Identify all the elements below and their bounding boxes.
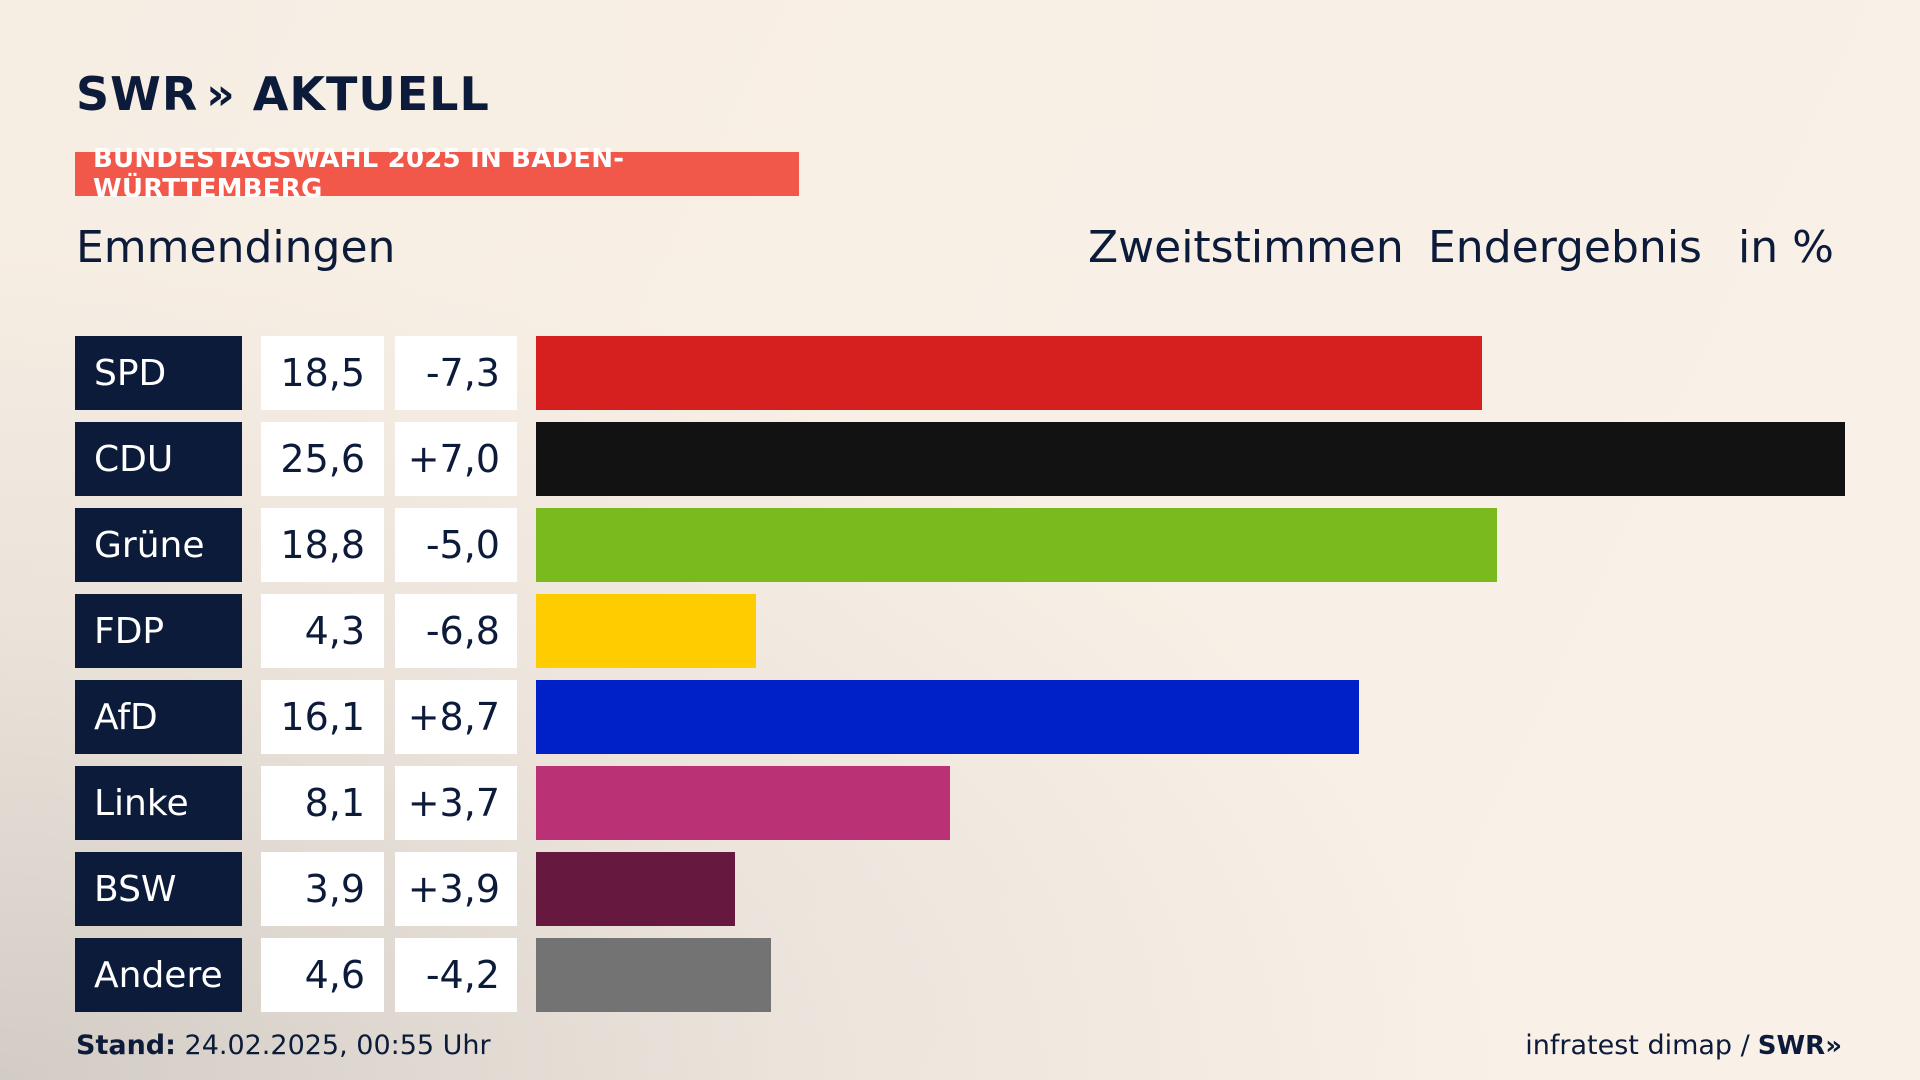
bar	[536, 852, 735, 926]
logo-aktuell: AKTUELL	[252, 67, 490, 121]
stand-label: Stand:	[76, 1030, 176, 1061]
value-label: 3,9	[261, 852, 384, 926]
party-label: SPD	[75, 336, 242, 410]
diff-label: +3,9	[395, 852, 517, 926]
diff-label: +7,0	[395, 422, 517, 496]
party-label: Grüne	[75, 508, 242, 582]
table-row: FDP 4,3 -6,8	[75, 594, 1845, 668]
party-label: AfD	[75, 680, 242, 754]
table-row: Grüne 18,8 -5,0	[75, 508, 1845, 582]
column-header-result: Endergebnis	[1428, 222, 1702, 273]
logo-chevron-icon: »	[206, 68, 235, 120]
value-label: 18,8	[261, 508, 384, 582]
table-row: SPD 18,5 -7,3	[75, 336, 1845, 410]
diff-label: -4,2	[395, 938, 517, 1012]
table-row: Andere 4,6 -4,2	[75, 938, 1845, 1012]
bar	[536, 336, 1482, 410]
value-label: 25,6	[261, 422, 384, 496]
stand-value: 24.02.2025, 00:55 Uhr	[184, 1030, 491, 1061]
bar	[536, 508, 1497, 582]
diff-label: -5,0	[395, 508, 517, 582]
table-row: AfD 16,1 +8,7	[75, 680, 1845, 754]
bar	[536, 680, 1359, 754]
diff-label: -7,3	[395, 336, 517, 410]
value-label: 8,1	[261, 766, 384, 840]
value-label: 16,1	[261, 680, 384, 754]
value-label: 18,5	[261, 336, 384, 410]
value-label: 4,6	[261, 938, 384, 1012]
party-label: Linke	[75, 766, 242, 840]
source-text: infratest dimap /	[1525, 1030, 1750, 1061]
election-tag: BUNDESTAGSWAHL 2025 IN BADEN-WÜRTTEMBERG	[75, 144, 799, 204]
table-row: BSW 3,9 +3,9	[75, 852, 1845, 926]
party-label: BSW	[75, 852, 242, 926]
bar	[536, 938, 771, 1012]
table-row: Linke 8,1 +3,7	[75, 766, 1845, 840]
region-title: Emmendingen	[76, 222, 396, 273]
value-label: 4,3	[261, 594, 384, 668]
column-header-vote: Zweitstimmen	[1088, 222, 1404, 273]
swr-small-logo: SWR»	[1757, 1030, 1842, 1061]
timestamp: Stand: 24.02.2025, 00:55 Uhr	[76, 1030, 491, 1061]
bar	[536, 422, 1845, 496]
party-label: Andere	[75, 938, 242, 1012]
party-label: FDP	[75, 594, 242, 668]
bar	[536, 594, 756, 668]
bar	[536, 766, 950, 840]
logo-swr: SWR	[76, 67, 199, 121]
diff-label: -6,8	[395, 594, 517, 668]
swr-aktuell-logo: SWR » AKTUELL	[76, 66, 490, 122]
table-row: CDU 25,6 +7,0	[75, 422, 1845, 496]
diff-label: +8,7	[395, 680, 517, 754]
party-label: CDU	[75, 422, 242, 496]
column-header-unit: in %	[1738, 222, 1834, 273]
source-credit: infratest dimap / SWR»	[1525, 1030, 1842, 1061]
diff-label: +3,7	[395, 766, 517, 840]
